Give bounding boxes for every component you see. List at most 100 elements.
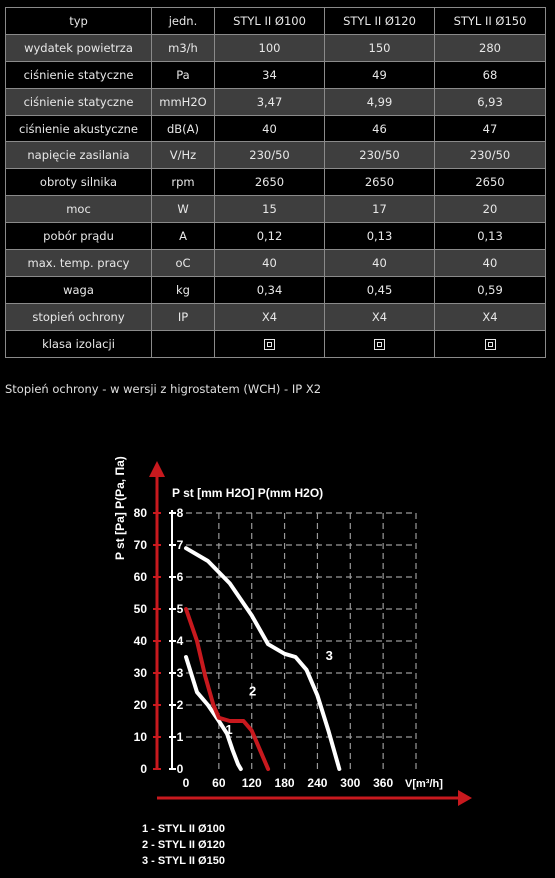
pa-tick-label: 30 [134,666,148,680]
param-unit: V/Hz [151,141,215,170]
x-tick-label: 360 [373,776,393,790]
pa-tick-label: 40 [134,634,148,648]
param-value: 2650 [434,168,546,197]
param-unit: IP [151,302,215,331]
series-label: 3 [326,648,333,663]
mm-axis-title: P st [mm H2O] P(mm H2O) [172,486,323,500]
param-value: 3,47 [214,87,325,116]
x-tick-label: 180 [275,776,295,790]
table-row: max. temp. pracy oC 40 40 40 [5,249,546,277]
pa-tick-label: 0 [140,762,147,776]
protection-note: Stopień ochrony - w wersji z higrostatem… [5,382,322,396]
pa-tick-label: 10 [134,730,148,744]
x-tick-label: 300 [340,776,360,790]
param-value [214,329,325,358]
param-label: pobór prądu [5,222,152,251]
param-value [434,329,546,358]
param-value: 40 [434,249,546,277]
param-value: 2650 [324,168,435,197]
param-unit: dB(A) [151,114,215,143]
param-value: 68 [434,60,546,89]
param-unit [151,329,215,358]
param-value: 0,59 [434,275,546,304]
param-value: 230/50 [434,141,546,170]
param-value: X4 [214,302,325,331]
param-label: obroty silnika [5,168,152,197]
double-insulation-icon [484,338,496,350]
x-tick-label: 0 [183,776,190,790]
mm-tick-label: 7 [177,538,184,552]
param-value: 100 [214,33,325,62]
table-row: wydatek powietrza m3/h 100 150 280 [5,33,546,62]
x-tick-label: 120 [242,776,262,790]
mm-tick-label: 6 [177,570,184,584]
table-row: ciśnienie akustyczne dB(A) 40 46 47 [5,114,546,143]
param-unit: oC [151,249,215,277]
param-unit: A [151,222,215,251]
specs-table: typ jedn. STYL II Ø100 STYL II Ø120 STYL II … [5,7,546,358]
pa-tick-label: 80 [134,506,148,520]
x-tick-label: 240 [307,776,327,790]
table-row: ciśnienie statyczne mmH2O 3,47 4,99 6,93 [5,87,546,116]
mm-tick-label: 1 [177,730,184,744]
table-row: pobór prądu A 0,12 0,13 0,13 [5,222,546,251]
param-label: klasa izolacji [5,329,152,358]
param-value: 280 [434,33,546,62]
table-row: klasa izolacji [5,329,546,358]
table-row: stopień ochrony IP X4 X4 X4 [5,302,546,331]
param-value: 17 [324,195,435,224]
series-label: 1 [225,722,232,737]
legend-entry: 1 - STYL II Ø100 [142,823,225,835]
param-label: napięcie zasilania [5,141,152,170]
header-cell: STYL II Ø150 [434,7,546,35]
x-tick-label: 60 [212,776,226,790]
param-label: wydatek powietrza [5,33,152,62]
mm-tick-label: 0 [177,762,184,776]
param-value: 0,34 [214,275,325,304]
legend-entry: 3 - STYL II Ø150 [142,855,225,867]
param-label: max. temp. pracy [5,249,152,277]
param-value: 40 [324,249,435,277]
param-value [324,329,435,358]
table-row: obroty silnika rpm 2650 2650 2650 [5,168,546,197]
mm-tick-label: 5 [177,602,184,616]
table-row: waga kg 0,34 0,45 0,59 [5,275,546,304]
param-unit: kg [151,275,215,304]
param-value: X4 [324,302,435,331]
pa-tick-label: 50 [134,602,148,616]
mm-tick-label: 3 [177,666,184,680]
mm-tick-label: 2 [177,698,184,712]
series-line-3 [184,546,342,771]
x-axis-label: V[m³/h] [405,778,443,790]
series-line-1 [184,655,243,771]
double-insulation-icon [374,338,385,350]
param-value: 0,13 [324,222,435,251]
param-value: 40 [214,249,325,277]
double-insulation-icon [264,338,275,350]
header-cell: typ [5,7,152,35]
x-axis-arrow [458,790,472,806]
param-value: 150 [324,33,435,62]
legend-entry: 2 - STYL II Ø120 [142,839,225,851]
param-label: waga [5,275,152,304]
param-label: ciśnienie statyczne [5,87,152,116]
pa-tick-label: 70 [134,538,148,552]
param-value: 0,12 [214,222,325,251]
param-value: 47 [434,114,546,143]
header-cell: STYL II Ø120 [324,7,435,35]
param-label: ciśnienie akustyczne [5,114,152,143]
series-label: 2 [249,683,256,698]
param-unit: m3/h [151,33,215,62]
series-line-2 [184,607,271,771]
param-value: 20 [434,195,546,224]
param-label: ciśnienie statyczne [5,60,152,89]
table-row: ciśnienie statyczne Pa 34 49 68 [5,60,546,89]
table-row: napięcie zasilania V/Hz 230/50 230/50 230/50 [5,141,546,170]
pa-axis-title: P st [Pa] P(Pa, Па) [113,456,127,560]
param-value: 0,45 [324,275,435,304]
param-value: 46 [324,114,435,143]
table-header-row: typ jedn. STYL II Ø100 STYL II Ø120 STYL II … [5,7,546,35]
param-value: 6,93 [434,87,546,116]
y-axis-arrow [149,461,165,477]
